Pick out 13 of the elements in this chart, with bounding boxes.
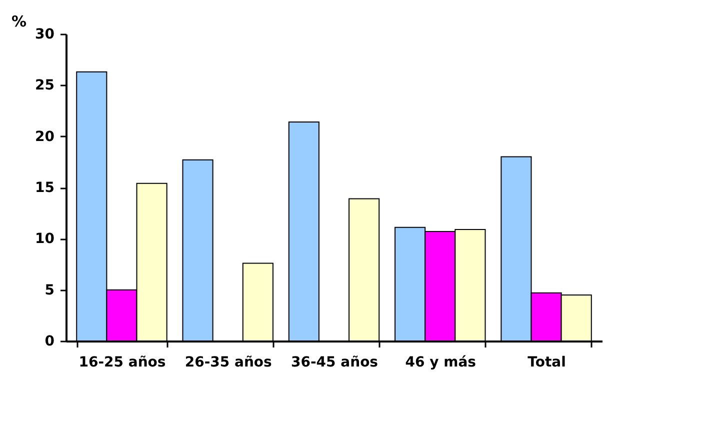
y-tick-label: 20 xyxy=(35,128,55,145)
x-tick-label: 46 y más xyxy=(405,354,476,370)
y-tick-label: 30 xyxy=(35,26,55,42)
y-tick-label: 15 xyxy=(35,180,54,196)
x-tick-label: 26-35 años xyxy=(184,354,272,370)
x-tick-label: Total xyxy=(528,354,566,370)
x-tick-label: 16-25 años xyxy=(78,354,166,370)
y-tick-label: 10 xyxy=(35,231,55,248)
x-tick-label: 36-45 años xyxy=(290,354,378,370)
y-tick-label: 5 xyxy=(44,282,54,298)
y-axis-title: % xyxy=(11,12,26,30)
y-tick-label: 25 xyxy=(35,78,54,94)
y-tick-label: 0 xyxy=(44,334,55,350)
